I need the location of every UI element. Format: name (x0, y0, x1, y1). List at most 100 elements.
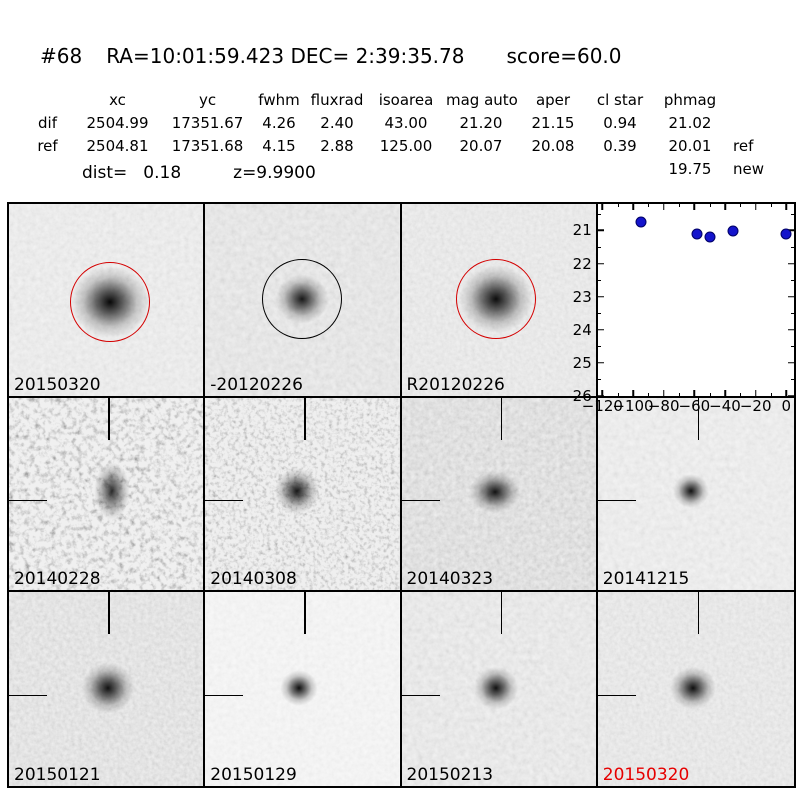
x-tick-top (693, 204, 696, 210)
table-cell: 2.88 (320, 137, 354, 155)
x-tick-label: −40 (709, 397, 741, 415)
table-cell: 21.15 (531, 114, 575, 132)
table-cell: 17351.67 (171, 114, 244, 132)
table-cell: 20.01 (668, 137, 712, 155)
cutout-date-label: 20150320 (602, 765, 690, 785)
phmag-new-suffix: new (733, 160, 765, 178)
position-tick-horizontal (401, 500, 440, 502)
source-blob (91, 457, 134, 525)
cutout-date-label: 20140228 (14, 569, 101, 589)
y-tick-right (788, 395, 794, 397)
column-header: aper (535, 91, 571, 109)
position-tick-horizontal (205, 695, 244, 697)
x-tick-top (754, 204, 757, 210)
data-point (727, 225, 739, 237)
y-minor-tick-right (791, 280, 794, 282)
y-tick-label: 24 (572, 320, 592, 339)
cutout-date-label: R20120226 (406, 375, 505, 395)
data-point (704, 231, 716, 243)
cutout-panel: 20150320 (9, 204, 206, 398)
cutout-date-label: 20150320 (14, 375, 101, 395)
x-tick (662, 390, 665, 396)
y-minor-tick-right (791, 379, 794, 381)
y-minor-tick (597, 313, 601, 315)
source-blob (669, 471, 712, 511)
x-minor-tick-top (771, 204, 772, 207)
table-cell-empty (308, 158, 366, 181)
table-corner (25, 89, 70, 112)
x-minor-tick (709, 393, 711, 396)
column-header: fluxrad (310, 91, 364, 109)
x-tick-label: −80 (647, 397, 680, 415)
aperture-circle (262, 259, 343, 339)
table-cell: 2504.99 (86, 114, 149, 132)
table-cell: 21.02 (668, 114, 712, 132)
table-cell-empty (366, 158, 446, 181)
cutout-panel: R20120226 (401, 204, 598, 398)
cutout-date-label: -20120226 (210, 375, 303, 395)
x-tick (632, 390, 634, 396)
y-minor-tick (597, 379, 601, 381)
position-tick-horizontal (205, 500, 244, 502)
y-tick (597, 395, 604, 397)
aperture-circle (70, 262, 151, 342)
position-tick-vertical (304, 592, 306, 634)
x-tick-top (724, 204, 726, 210)
y-tick (597, 329, 604, 331)
table-cell: 0.39 (603, 137, 637, 155)
source-blob (77, 658, 140, 718)
table-cell: 21.20 (459, 114, 503, 132)
column-header: fwhm (258, 91, 300, 109)
position-tick-horizontal (401, 695, 440, 697)
x-tick-label: 0 (781, 397, 792, 415)
y-tick-label: 26 (572, 387, 592, 405)
position-tick-horizontal (9, 500, 47, 502)
cutout-grid: 20150320 -20120226 R20120226 −120 −100 −80 −60… (7, 202, 796, 788)
y-tick-label: 21 (572, 221, 592, 240)
table-cell: 2504.81 (86, 137, 149, 155)
redshift-value: z=9.9900 (233, 163, 316, 183)
y-minor-tick (597, 213, 601, 215)
cutout-date-label: 20150121 (14, 765, 101, 785)
position-tick-horizontal (9, 695, 47, 697)
column-header: cl star (596, 91, 644, 109)
source-blob (469, 663, 522, 713)
cutout-panel: 20140308 (205, 398, 402, 592)
y-tick (597, 262, 604, 265)
position-tick-horizontal (597, 695, 636, 697)
x-minor-tick-top (617, 204, 619, 207)
cutout-panel: 20150129 (205, 592, 402, 786)
row-label: ref (37, 137, 58, 155)
table-cell-empty (446, 158, 516, 181)
position-tick-vertical (697, 592, 700, 634)
cutout-date-label: 20150129 (210, 765, 297, 785)
y-tick-right (788, 262, 794, 265)
y-tick-label: 22 (572, 254, 592, 273)
x-minor-tick (648, 393, 650, 396)
position-tick-vertical (108, 592, 110, 634)
column-header-suffix (730, 89, 782, 112)
table-cell: 4.26 (262, 114, 296, 132)
x-minor-tick-top (740, 204, 742, 207)
cutout-panel: 20150213 (401, 592, 598, 786)
cutout-panel: 20150121 (9, 592, 206, 786)
y-tick (597, 229, 604, 232)
x-tick (754, 390, 757, 396)
x-minor-tick (679, 393, 680, 396)
data-point (691, 228, 703, 240)
table-cell: 43.00 (384, 114, 428, 132)
data-point (780, 228, 792, 240)
position-tick-vertical (500, 592, 503, 634)
dist-label: dist= (82, 163, 128, 183)
y-tick-right (788, 329, 794, 331)
x-tick (693, 390, 696, 396)
y-minor-tick (597, 346, 601, 348)
x-tick-top (785, 204, 788, 210)
column-header: isoarea (378, 91, 434, 109)
y-minor-tick (597, 280, 601, 282)
figure-title: #68 RA=10:01:59.423 DEC= 2:39:35.78 score=… (40, 44, 622, 68)
x-minor-tick-top (648, 204, 650, 207)
table-cell-empty (516, 158, 590, 181)
x-tick-top (601, 204, 604, 210)
y-minor-tick-right (791, 247, 794, 249)
